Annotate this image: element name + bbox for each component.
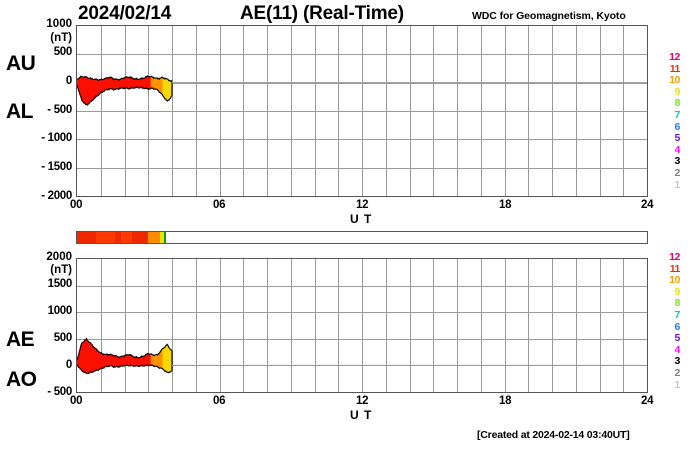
ae-ao-trace [77, 337, 647, 375]
top-x-label-00: 00 [70, 199, 83, 211]
legend-station-count-12: 12 [669, 251, 680, 263]
station-count-legend-bottom: 12 11 10 9 8 7 6 5 4 3 2 1 [658, 251, 681, 391]
top-y-label-minus1500: - 1500 [41, 161, 72, 173]
legend-station-count-10: 10 [669, 74, 680, 87]
bottom-x-label-18: 18 [499, 395, 512, 407]
bottom-x-label-12: 12 [356, 395, 369, 407]
au-al-plot-frame [76, 25, 648, 197]
chart-index-title: AE(11) (Real-Time) [240, 3, 404, 24]
bottom-grid [77, 259, 647, 392]
bottom-y-label-minus500: - 500 [47, 386, 72, 398]
availability-segment [148, 232, 160, 243]
legend-station-count-6: 6 [674, 320, 681, 333]
availability-segment [163, 232, 166, 243]
bottom-y-label-1500: 1500 [47, 278, 73, 290]
availability-segment [132, 232, 149, 243]
top-grid [77, 26, 647, 196]
ae-ao-plot-frame [76, 258, 648, 393]
legend-station-count-2: 2 [674, 166, 681, 179]
legend-station-count-8: 8 [674, 297, 681, 310]
station-count-legend-top: 12 11 10 9 8 7 6 5 4 3 2 1 [658, 51, 681, 191]
top-y-label-minus1000: - 1000 [41, 132, 72, 144]
bottom-y-label-0: 0 [65, 359, 72, 371]
legend-station-count-3: 3 [674, 155, 681, 168]
top-y-label-1000: 1000 [46, 18, 72, 30]
au-al-trace [77, 75, 647, 106]
organization-credit: WDC for Geomagnetism, Kyoto [472, 10, 626, 22]
legend-station-count-12: 12 [669, 51, 680, 63]
legend-station-count-2: 2 [674, 366, 681, 379]
top-x-label-18: 18 [499, 199, 512, 211]
legend-station-count-11: 11 [669, 262, 681, 275]
legend-station-count-1: 1 [674, 378, 681, 391]
chart-date-title: 2024/02/14 [78, 3, 172, 24]
legend-station-count-4: 4 [674, 343, 681, 356]
top-x-label-24: 24 [641, 199, 654, 211]
legend-station-count-9: 9 [674, 85, 681, 98]
legend-station-count-5: 5 [674, 332, 681, 345]
ae-label: AE [6, 328, 35, 351]
top-x-label-12: 12 [356, 199, 369, 211]
top-unit-label: (nT) [50, 32, 72, 44]
legend-station-count-4: 4 [674, 143, 681, 156]
top-x-axis-title: U T [350, 212, 373, 226]
bottom-x-label-06: 06 [213, 395, 226, 407]
ao-label: AO [6, 368, 37, 391]
au-label: AU [6, 52, 36, 75]
top-y-label-minus500: - 500 [47, 104, 72, 116]
al-label: AL [6, 100, 34, 123]
bottom-x-axis-title: U T [350, 408, 373, 422]
legend-station-count-3: 3 [674, 355, 681, 368]
top-y-label-0: 0 [65, 75, 72, 87]
legend-station-count-5: 5 [674, 132, 681, 145]
legend-station-count-8: 8 [674, 97, 681, 110]
legend-station-count-7: 7 [674, 108, 681, 121]
availability-segment [120, 232, 133, 243]
legend-station-count-1: 1 [674, 178, 681, 191]
bottom-x-label-00: 00 [70, 395, 83, 407]
top-x-label-06: 06 [213, 199, 226, 211]
data-availability-bar [76, 231, 648, 244]
availability-segment [159, 232, 164, 243]
legend-station-count-7: 7 [674, 308, 681, 321]
creation-timestamp: [Created at 2024-02-14 03:40UT] [477, 429, 630, 441]
legend-station-count-9: 9 [674, 285, 681, 298]
top-y-label-minus2000: - 2000 [41, 190, 72, 202]
availability-segment [77, 232, 96, 243]
legend-station-count-6: 6 [674, 120, 681, 133]
availability-segment [165, 232, 647, 243]
bottom-y-label-500: 500 [53, 332, 73, 344]
top-y-label-500: 500 [53, 46, 73, 58]
bottom-y-label-2000: 2000 [46, 251, 72, 263]
bottom-unit-label: (nT) [50, 264, 72, 276]
bottom-y-label-1000: 1000 [47, 305, 73, 317]
availability-segment [114, 232, 121, 243]
availability-segment [95, 232, 115, 243]
legend-station-count-11: 11 [669, 62, 681, 75]
bottom-x-label-24: 24 [641, 395, 654, 407]
legend-station-count-10: 10 [669, 274, 680, 287]
